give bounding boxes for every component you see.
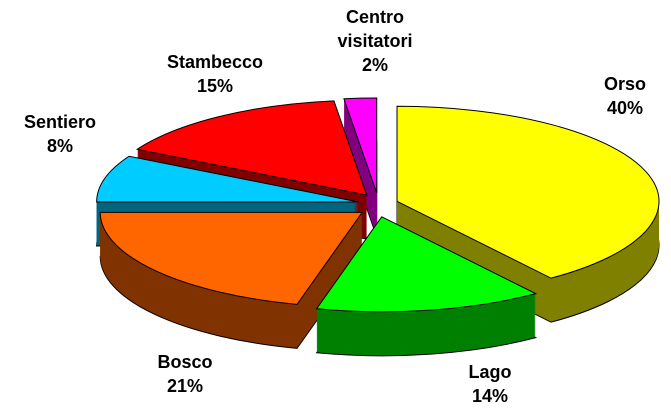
slice-label: Centro visitatori 2% [315, 5, 435, 77]
value-label: 40% [606, 98, 644, 118]
slice-label: Lago 14% [430, 360, 550, 408]
category-label: Centro visitatori [337, 7, 413, 51]
value-label: 2% [361, 55, 388, 75]
category-label: Lago [468, 362, 512, 382]
slice-label: Stambecco 15% [155, 50, 275, 98]
value-label: 8% [46, 136, 73, 156]
category-label: Stambecco [166, 52, 264, 72]
category-label: Orso [603, 74, 646, 94]
slice-top [315, 216, 538, 313]
slice [315, 216, 538, 357]
slice-top [96, 155, 359, 203]
slice-label: Orso 40% [565, 72, 671, 120]
category-label: Bosco [157, 352, 213, 372]
slice [396, 105, 660, 323]
slice-label: Bosco 21% [125, 350, 245, 398]
value-label: 14% [471, 386, 509, 406]
slice-top [343, 97, 378, 194]
slice [99, 211, 364, 349]
slice-top [99, 211, 364, 305]
slice-label: Sentiero 8% [0, 110, 120, 158]
value-label: 21% [166, 376, 204, 396]
slice-top [135, 100, 368, 196]
value-label: 15% [196, 76, 234, 96]
category-label: Sentiero [23, 112, 97, 132]
slice-top [396, 105, 660, 279]
